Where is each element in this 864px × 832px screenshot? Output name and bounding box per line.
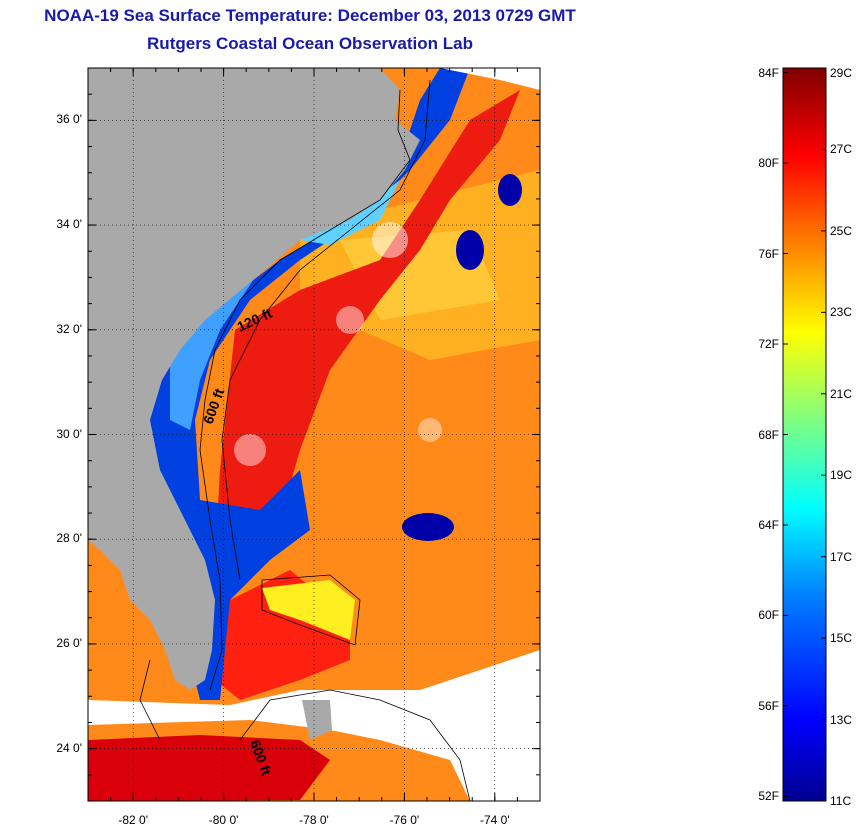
colorbar-celsius-label: 29C [830, 66, 853, 80]
lon-label: -78 0' [299, 813, 329, 827]
southern-warm-water [88, 735, 330, 801]
gulf-stream-core [215, 90, 520, 600]
colorbar-celsius-label: 17C [830, 549, 853, 564]
map-title: NOAA-19 Sea Surface Temperature: Decembe… [44, 6, 576, 25]
colorbar-fahrenheit-label: 84F [758, 65, 779, 80]
colorbar-fahrenheit-label: 60F [758, 608, 779, 623]
colorbar-fahrenheit-label: 68F [758, 427, 779, 442]
colorbar-celsius-label: 23C [830, 305, 853, 320]
lat-label: 36 0' [56, 112, 82, 127]
land-mass [88, 68, 420, 690]
colorbar-ticks [783, 67, 826, 802]
lat-label: 34 0' [56, 217, 82, 232]
map-ticks [87, 67, 541, 802]
sst-map-area[interactable] [88, 68, 540, 801]
map-graticule [88, 68, 540, 801]
lon-label: -74 0' [479, 813, 510, 827]
depth-contours [139, 79, 471, 802]
colorbar-celsius-label: 15C [830, 631, 853, 646]
colorbar-fahrenheit-label: 64F [758, 517, 779, 532]
lon-label: -76 0' [389, 813, 420, 827]
colorbar-celsius-label: 25C [830, 223, 853, 238]
lon-label: -82 0' [118, 813, 149, 827]
lat-label: 28 0' [56, 531, 82, 546]
lon-label: -80 0' [208, 813, 239, 827]
shelf-light-blue [170, 270, 260, 430]
colorbar-celsius-label: 27C [830, 142, 853, 157]
colorbar-celsius-label: 19C [830, 468, 853, 483]
lat-label: 32 0' [56, 321, 82, 336]
colorbar-celsius-label: 11C [830, 794, 852, 808]
colorbar-fahrenheit-label: 80F [758, 156, 779, 171]
colorbar-fahrenheit-label: 72F [758, 337, 779, 351]
lat-label: 30 0' [56, 426, 82, 441]
colorbar [782, 67, 827, 802]
map-subtitle: Rutgers Coastal Ocean Observation Lab [147, 34, 473, 53]
bahama-bank [262, 580, 355, 640]
colorbar-celsius-label: 13C [830, 712, 853, 727]
lat-label: 26 0' [56, 635, 82, 650]
no-data-region-north [440, 68, 540, 90]
cold-eddy [402, 513, 454, 541]
colorbar-celsius-label: 21C [830, 386, 853, 401]
colorbar-fahrenheit-label: 76F [758, 246, 779, 261]
colorbar-fahrenheit-label: 52F [758, 789, 779, 804]
colorbar-fahrenheit-label: 56F [758, 698, 779, 713]
lat-label: 24 0' [56, 740, 82, 755]
